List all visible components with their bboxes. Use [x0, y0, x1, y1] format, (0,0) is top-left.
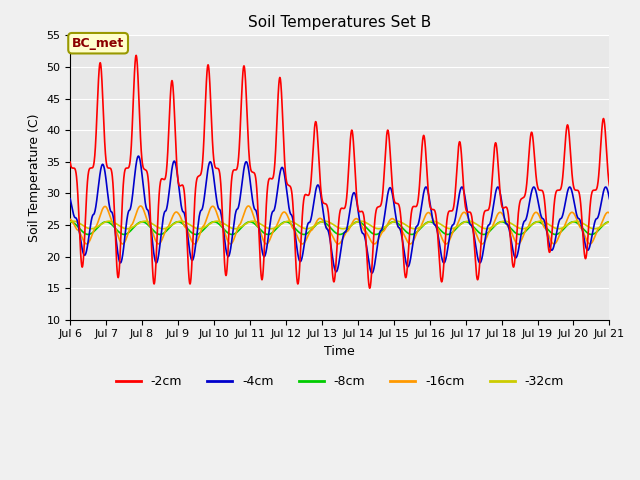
X-axis label: Time: Time — [324, 345, 355, 358]
Title: Soil Temperatures Set B: Soil Temperatures Set B — [248, 15, 431, 30]
Y-axis label: Soil Temperature (C): Soil Temperature (C) — [28, 113, 41, 242]
Text: BC_met: BC_met — [72, 36, 124, 50]
Legend: -2cm, -4cm, -8cm, -16cm, -32cm: -2cm, -4cm, -8cm, -16cm, -32cm — [111, 370, 569, 393]
